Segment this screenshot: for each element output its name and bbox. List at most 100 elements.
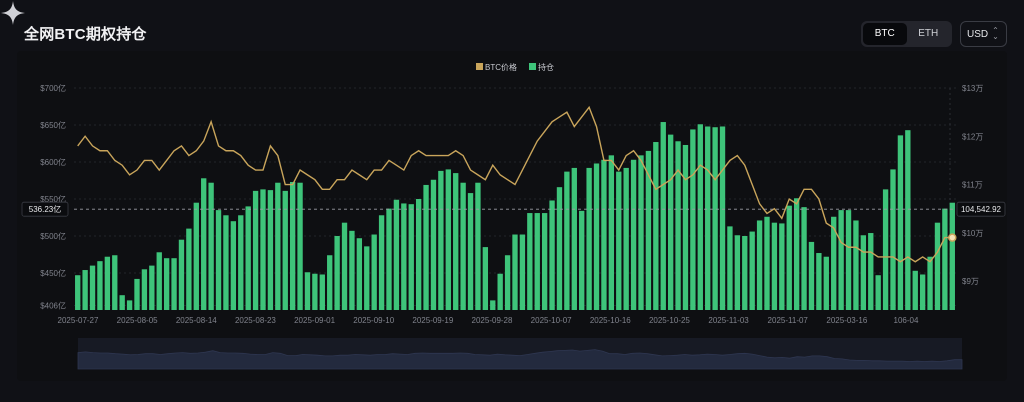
- crosshair-right-label: 104,542.92: [961, 205, 1002, 214]
- bar: [764, 216, 770, 310]
- bar: [356, 238, 363, 310]
- bar: [897, 135, 904, 310]
- eth-tab[interactable]: ETH: [918, 28, 939, 39]
- legend-swatch-price: [476, 63, 483, 70]
- bar: [89, 265, 96, 310]
- bar: [512, 234, 518, 310]
- bar: [275, 182, 281, 310]
- bar: [919, 274, 926, 310]
- bar: [682, 144, 689, 310]
- left-tick-label: $700亿: [40, 83, 66, 93]
- x-tick-label: 2025-11-07: [768, 316, 809, 325]
- bar: [534, 213, 540, 310]
- bar: [252, 190, 259, 310]
- bar: [386, 208, 392, 310]
- bar: [653, 142, 659, 310]
- asset-toggle[interactable]: BTC ETH: [861, 21, 952, 47]
- bar: [667, 134, 674, 310]
- x-tick-label: 2025-10-25: [649, 316, 690, 325]
- legend-label-oi: 持仓: [538, 62, 554, 72]
- price-line: [77, 105, 953, 263]
- bar: [734, 235, 741, 310]
- bar: [475, 182, 481, 310]
- bar: [564, 171, 570, 310]
- bar: [801, 207, 807, 310]
- bar: [571, 167, 577, 310]
- bar: [845, 210, 852, 310]
- bar: [519, 234, 526, 310]
- bar: [860, 235, 867, 310]
- bar: [289, 181, 296, 310]
- bar: [831, 216, 837, 310]
- bar: [104, 256, 111, 310]
- currency-select[interactable]: USD ⌃ ⌄: [960, 21, 1007, 47]
- right-tick-label: $9万: [962, 277, 979, 286]
- bar: [141, 269, 148, 310]
- bar: [675, 141, 681, 310]
- bar: [875, 275, 881, 310]
- bar: [230, 221, 237, 310]
- bar-series: [75, 122, 955, 310]
- bar: [705, 126, 711, 310]
- sparkle-icon: [1, 1, 25, 25]
- bar: [467, 193, 474, 310]
- bar: [497, 273, 503, 310]
- bar: [149, 265, 155, 310]
- bar: [482, 247, 489, 310]
- bar: [438, 170, 444, 310]
- btc-tab[interactable]: BTC: [863, 23, 907, 45]
- x-tick-label: 2025-07-27: [58, 316, 99, 325]
- bar: [601, 159, 607, 310]
- bar: [816, 253, 822, 310]
- bar: [490, 300, 496, 310]
- bar: [349, 230, 355, 310]
- x-axis: 2025-07-27 2025-08-05 2025-08-14 2025-08-23…: [58, 316, 919, 325]
- bar: [556, 187, 563, 310]
- bar: [912, 270, 918, 310]
- bar: [660, 122, 666, 310]
- bar: [623, 167, 629, 310]
- bar: [297, 182, 303, 310]
- left-tick-label: $550亿: [40, 194, 66, 204]
- bar: [119, 295, 125, 310]
- bar: [645, 150, 652, 310]
- bar: [238, 215, 244, 310]
- x-tick-label: 2025-09-19: [412, 316, 453, 325]
- bar: [719, 126, 726, 310]
- bar: [616, 171, 622, 310]
- right-tick-label: $11万: [962, 181, 983, 190]
- bar: [793, 198, 800, 310]
- legend-label-price: BTC价格: [485, 62, 517, 72]
- bar: [304, 272, 311, 310]
- x-tick-label: 2025-11-03: [708, 316, 749, 325]
- x-tick-label: 2025-10-16: [590, 316, 631, 325]
- x-tick-label: 106-04: [894, 316, 919, 325]
- bar: [593, 163, 600, 310]
- bar: [630, 159, 637, 310]
- bar: [712, 127, 718, 310]
- x-tick-label: 2025-09-01: [294, 316, 335, 325]
- crosshair-left-label: 536.23亿: [29, 204, 61, 214]
- left-tick-label: $600亿: [40, 157, 66, 167]
- right-tick-label: $13万: [962, 84, 983, 93]
- bar: [378, 215, 385, 310]
- right-axis: $9万 $10万 $11万 $12万 $13万: [962, 84, 983, 286]
- bar: [749, 231, 755, 310]
- bar: [267, 190, 274, 310]
- bar: [393, 199, 400, 310]
- bar: [415, 199, 422, 310]
- bar: [549, 200, 555, 310]
- bar: [942, 208, 948, 310]
- bar: [401, 203, 407, 310]
- bar: [890, 169, 896, 310]
- left-tick-label: $450亿: [40, 268, 66, 278]
- bar: [112, 255, 118, 310]
- bar: [771, 222, 778, 310]
- bar: [75, 275, 81, 310]
- bar: [423, 184, 429, 310]
- bar: [868, 233, 874, 310]
- bar: [319, 274, 325, 310]
- bar: [690, 129, 696, 310]
- bar: [838, 210, 844, 310]
